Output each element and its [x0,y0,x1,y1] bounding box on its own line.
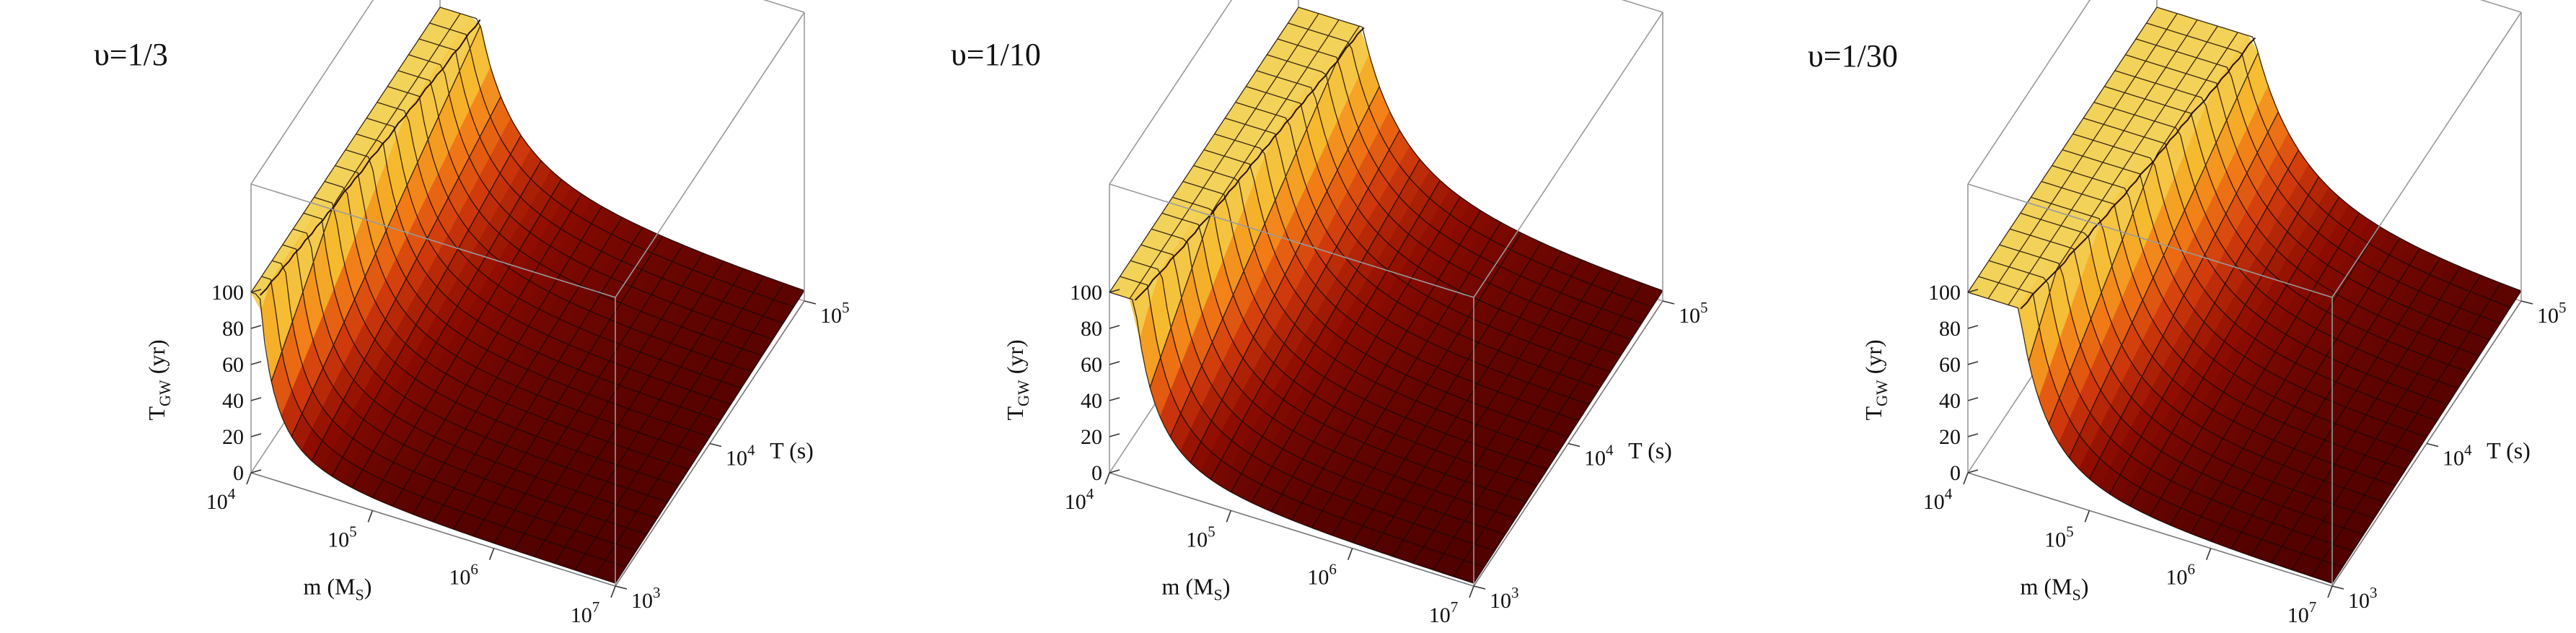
y-tick-label: 103 [631,584,661,613]
z-axis-ticks: 0 20 40 60 80 100 [211,281,262,485]
z-tick-label: 0 [1950,461,1961,485]
y-axis-label: T (s) [770,437,814,463]
y-tick-label: 104 [2443,442,2472,471]
x-axis-label: m (MS) [304,574,372,604]
surface-plot-panel: υ=1/10 0 20 40 60 80 100 104 105 106 107 103 104 1… [858,0,1717,633]
x-tick-label: 106 [1307,561,1337,590]
x-tick-label: 105 [328,523,357,551]
x-axis-ticks: 104 105 106 107 [206,472,616,627]
x-axis-label: m (MS) [1162,574,1231,604]
y-axis-ticks: 103 104 105 [615,299,850,613]
z-tick-label: 100 [1928,281,1961,305]
panel-title: υ=1/10 [951,37,1041,72]
z-axis-label: TGW (yr) [1002,339,1032,420]
y-axis-label: T (s) [1628,437,1672,463]
x-tick-label: 106 [2166,561,2195,590]
z-axis-label: TGW (yr) [144,339,174,420]
x-tick-label: 107 [2287,598,2317,627]
z-axis-ticks: 0 20 40 60 80 100 [1070,281,1120,485]
surface-plot-panel: υ=1/30 0 20 40 60 80 100 104 105 106 107 103 104 1… [1717,0,2575,633]
surface-mesh [250,6,805,584]
y-tick-label: 105 [2537,299,2567,328]
surface-mesh [1967,6,2522,584]
z-tick-label: 40 [1081,389,1102,413]
x-tick-label: 104 [1065,485,1094,514]
x-axis-label: m (MS) [2021,574,2089,604]
bounding-box-front [1967,12,2522,587]
z-tick-label: 80 [1939,317,1961,341]
z-axis-ticks: 0 20 40 60 80 100 [1928,281,1979,485]
z-tick-label: 80 [1081,317,1102,341]
z-tick-label: 20 [1081,425,1102,449]
x-axis-ticks: 104 105 106 107 [1923,472,2333,627]
z-tick-label: 20 [222,425,244,449]
y-tick-label: 104 [726,442,755,471]
x-tick-label: 105 [1186,523,1216,551]
x-axis-ticks: 104 105 106 107 [1065,472,1474,627]
y-axis-ticks: 103 104 105 [1473,299,1708,613]
z-tick-label: 60 [222,353,244,377]
y-axis-label: T (s) [2487,437,2531,463]
bounding-box-front [1109,12,1663,587]
y-axis-ticks: 103 104 105 [2331,299,2567,613]
z-tick-label: 40 [222,389,244,413]
z-tick-label: 40 [1939,389,1961,413]
z-tick-label: 60 [1081,353,1102,377]
z-tick-label: 100 [1070,281,1102,305]
surface-plot-panel: υ=1/3 0 20 40 60 80 100 104 105 106 107 103 104 10… [0,0,858,633]
panel-title: υ=1/3 [94,37,168,72]
y-tick-label: 105 [1679,299,1708,328]
y-tick-label: 103 [1490,584,1519,613]
y-tick-label: 104 [1584,442,1614,471]
z-tick-label: 80 [222,317,244,341]
z-tick-label: 100 [211,281,244,305]
x-tick-label: 107 [1429,598,1459,627]
y-tick-label: 103 [2348,584,2378,613]
panel-title: υ=1/30 [1808,38,1898,74]
x-tick-label: 107 [571,598,600,627]
z-tick-label: 0 [1091,461,1102,485]
x-tick-label: 104 [1923,485,1953,514]
z-axis-label: TGW (yr) [1860,339,1891,420]
y-tick-label: 105 [820,299,850,328]
x-tick-label: 106 [449,561,478,590]
x-tick-label: 105 [2044,523,2074,551]
z-tick-label: 60 [1939,353,1961,377]
z-tick-label: 0 [233,461,244,485]
surface-mesh [1109,6,1663,584]
x-tick-label: 104 [206,485,236,514]
z-tick-label: 20 [1939,425,1961,449]
